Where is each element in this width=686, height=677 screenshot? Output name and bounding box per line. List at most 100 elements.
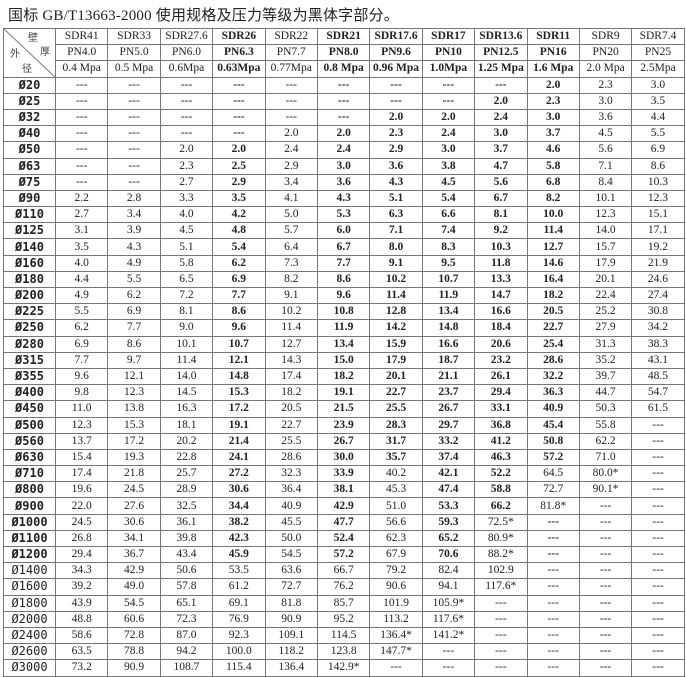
table-row: Ø1600 39.2 49.0 57.8 61.2 72.7 76.2 90.6 94.1 117… — [3, 578, 685, 596]
table-cell: 3.6 — [369, 157, 423, 175]
table-cell: 8.4 — [578, 173, 633, 191]
table-row: Ø200 4.9 6.2 7.2 7.7 9.1 9.6 11.4 11.9 14.7 18.2 22… — [3, 286, 685, 305]
table-cell: 76.2 — [316, 578, 371, 596]
header-sdr: SDR11 — [526, 27, 580, 46]
table-row: Ø250 6.2 7.7 9.0 9.6 11.4 11.9 14.2 14.8 18.4 22.7… — [3, 319, 685, 337]
header-pn: PN4.0 — [54, 44, 109, 62]
table-cell: 6.0 — [316, 222, 371, 240]
table-cell: 45.3 — [369, 481, 423, 499]
table-cell: 45.9 — [212, 545, 266, 564]
table-cell: 12.7 — [526, 238, 580, 256]
table-cell: 26.8 — [54, 529, 109, 548]
table-cell: 11.4 — [526, 222, 580, 240]
table-cell: 12.3 — [107, 384, 161, 402]
table-cell: 72.7 — [264, 578, 318, 596]
table-cell: 40.9 — [526, 400, 580, 418]
table-cell: --- — [107, 173, 161, 191]
table-cell: 48.8 — [54, 610, 109, 628]
table-cell: 21.4 — [212, 432, 266, 450]
row-diameter: Ø280 — [3, 335, 56, 353]
row-diameter: Ø1000 — [3, 513, 56, 531]
table-cell: 4.9 — [54, 286, 109, 305]
row-diameter: Ø1800 — [3, 594, 56, 612]
table-cell: 59.3 — [421, 513, 476, 531]
table-cell: 8.2 — [526, 189, 580, 208]
table-cell: 36.7 — [107, 545, 161, 564]
table-cell: 62.3 — [369, 529, 423, 548]
table-cell: 3.5 — [631, 92, 685, 110]
table-cell: --- — [631, 448, 685, 467]
header-pn: PN9.6 — [369, 44, 423, 62]
table-cell: --- — [631, 545, 685, 564]
table-cell: 10.2 — [264, 303, 318, 321]
table-cell: 2.0 — [264, 125, 318, 143]
table-cell: 5.7 — [264, 222, 318, 240]
header-pn: PN6.3 — [212, 44, 266, 62]
table-cell: 13.7 — [54, 432, 109, 450]
row-diameter: Ø63 — [3, 157, 56, 175]
table-row: Ø75 --- --- 2.7 2.9 3.4 3.6 4.3 4.5 5.6 6.8 8.4 10.3 — [3, 173, 685, 191]
header-row-pn: PN4.0 PN5.0 PN6.0 PN6.3 PN7.7 PN8.0 PN9.6 PN10 P… — [4, 44, 685, 62]
table-cell: 2.4 — [316, 141, 371, 159]
table-cell: --- — [526, 659, 580, 677]
header-sdr: SDR17 — [421, 27, 476, 46]
table-cell: 3.7 — [526, 125, 580, 143]
table-cell: --- — [107, 125, 161, 143]
table-cell: 76.9 — [212, 610, 266, 628]
corner-label-wall: 壁 — [28, 33, 38, 44]
table-cell: 43.4 — [159, 545, 214, 564]
table-cell: 6.6 — [421, 206, 476, 224]
table-cell: 60.6 — [107, 610, 161, 628]
row-diameter: Ø110 — [3, 206, 56, 224]
table-cell: 62.2 — [578, 432, 633, 450]
table-cell: --- — [421, 643, 476, 661]
table-cell: 24.1 — [212, 448, 266, 467]
table-cell: 43.1 — [631, 351, 685, 369]
table-cell: 9.2 — [474, 222, 528, 240]
table-row: Ø1100 26.8 34.1 39.8 42.3 50.0 52.4 62.3 65.2 80.… — [3, 529, 685, 548]
row-diameter: Ø800 — [3, 481, 56, 499]
table-cell: 72.3 — [159, 610, 214, 628]
table-cell: 50.8 — [526, 432, 580, 450]
table-cell: 16.6 — [474, 303, 528, 321]
table-cell: 14.7 — [474, 286, 528, 305]
table-cell: 3.4 — [264, 173, 318, 191]
table-cell: 22.7 — [526, 319, 580, 337]
table-cell: 50.0 — [264, 529, 318, 548]
table-cell: 11.4 — [369, 286, 423, 305]
table-cell: 39.8 — [159, 529, 214, 548]
corner-label-diameter: 径 — [22, 64, 32, 75]
table-cell: 100.0 — [212, 643, 266, 661]
table-cell: 51.0 — [369, 497, 423, 515]
table-cell: 7.4 — [421, 222, 476, 240]
table-cell: 63.5 — [54, 643, 109, 661]
table-cell: 136.4* — [369, 626, 423, 645]
row-diameter: Ø75 — [3, 173, 56, 191]
table-row: Ø280 6.9 8.6 10.1 10.7 12.7 13.4 15.9 16.6 20.6 25… — [3, 335, 685, 353]
table-cell: 73.2 — [54, 659, 109, 677]
table-cell: 4.1 — [264, 189, 318, 208]
table-cell: 3.7 — [474, 141, 528, 159]
table-cell: 3.8 — [421, 157, 476, 175]
table-cell: --- — [316, 76, 371, 94]
table-cell: 7.7 — [212, 286, 266, 305]
table-cell: 80.0* — [578, 465, 633, 483]
table-cell: 10.8 — [316, 303, 371, 321]
table-cell: 14.8 — [421, 319, 476, 337]
table-cell: 7.7 — [107, 319, 161, 337]
table-cell: 3.3 — [159, 189, 214, 208]
table-cell: 2.9 — [369, 141, 423, 159]
table-cell: 14.0 — [159, 367, 214, 386]
table-cell: --- — [578, 643, 633, 661]
table-cell: 53.3 — [421, 497, 476, 515]
table-cell: 37.4 — [421, 448, 476, 467]
table-cell: 36.1 — [159, 513, 214, 531]
table-cell: 101.9 — [369, 594, 423, 612]
table-cell: --- — [631, 562, 685, 580]
table-cell: --- — [578, 497, 633, 515]
table-cell: 7.7 — [54, 351, 109, 369]
table-cell: --- — [107, 92, 161, 110]
table-cell: 2.4 — [474, 108, 528, 127]
table-row: Ø500 12.3 15.3 18.1 19.1 22.7 23.9 28.3 29.7 36.8… — [3, 416, 685, 434]
table-cell: 72.5* — [474, 513, 528, 531]
